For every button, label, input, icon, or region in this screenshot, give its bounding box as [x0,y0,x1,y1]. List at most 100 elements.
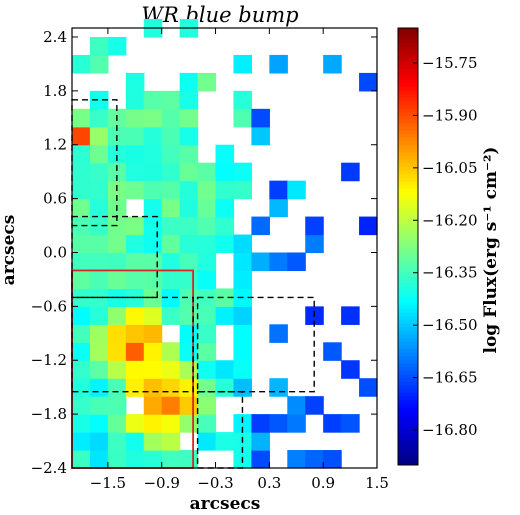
colorbar-segment [398,122,418,127]
heatmap-pixel [161,414,181,433]
heatmap-pixel [143,324,163,343]
heatmap-pixel [143,126,163,146]
colorbar-segment [398,210,418,215]
heatmap-pixel [179,108,199,128]
y-tick-label: 0.6 [43,190,67,208]
colorbar-segment [398,337,418,342]
colorbar-segment [398,403,418,408]
heatmap-pixel [143,432,163,451]
colorbar-segment [398,159,418,164]
heatmap-pixel [143,90,163,110]
heatmap-pixel [89,234,109,254]
colorbar-segment [398,435,418,441]
heatmap-pixel [341,414,360,433]
heatmap-pixel [197,324,217,343]
colorbar-segment [398,115,418,120]
colorbar-segment [398,326,418,331]
heatmap-pixel [125,360,145,379]
colorbar-segment [398,428,418,433]
heatmap-pixel [179,144,199,164]
heatmap-pixel [179,306,199,325]
colorbar-segment [398,126,418,131]
heatmap-pixel [197,198,217,218]
heatmap-pixel [179,252,199,272]
heatmap-pixel [107,360,127,379]
heatmap-pixel [72,126,91,146]
heatmap-pixel [197,270,217,290]
heatmap-pixel [72,378,91,397]
colorbar-segment [398,312,418,317]
heatmap-pixel [215,306,235,325]
heatmap-pixel [179,450,199,469]
heatmap-pixel [161,396,181,415]
colorbar-segment [398,213,418,218]
heatmap-pixel [323,54,342,74]
heatmap-pixel [107,432,127,451]
heatmap-pixel [72,324,91,343]
colorbar-segment [398,188,418,193]
heatmap-pixel [107,162,127,182]
heatmap-pixel [89,396,109,415]
colorbar-segment [398,57,418,62]
heatmap-pixel [197,180,217,200]
heatmap-pixel [125,72,145,92]
heatmap-pixel [323,414,342,433]
heatmap-pixel [107,270,127,290]
colorbar-segment [398,148,418,153]
colorbar-segment [398,28,418,33]
heatmap-pixel [179,342,199,361]
heatmap-pixel [72,360,91,379]
heatmap-pixel [341,360,360,379]
colorbar-segment [398,155,418,160]
heatmap-pixel [341,162,360,182]
colorbar-label: log Flux(erg s⁻¹ cm⁻²) [481,147,501,354]
heatmap-pixel [125,414,145,433]
colorbar-segment [398,417,418,422]
heatmap-pixel [359,378,378,397]
heatmap-pixel [251,414,270,433]
heatmap-pixel [233,54,253,74]
colorbar-segment [398,68,418,73]
colorbar-segment [398,304,418,309]
colorbar-tick-label: −15.90 [422,106,478,124]
heatmap-pixel [359,216,378,236]
heatmap-pixel [89,144,109,164]
colorbar-segment [398,71,418,76]
heatmap-pixel [143,378,163,397]
aperture-dashed [196,296,315,393]
heatmap-pixel [161,216,181,236]
colorbar-segment [398,170,418,175]
heatmap-pixel [72,396,91,415]
heatmap-pixel [125,162,145,182]
colorbar-segment [398,202,418,207]
heatmap-pixel [359,72,378,92]
heatmap-pixel [179,360,199,379]
heatmap-pixel [323,342,342,361]
colorbar-segment [398,239,418,244]
colorbar-segment [398,352,418,357]
colorbar-segment [398,373,418,379]
colorbar-tick-label: −16.20 [422,211,478,229]
heatmap-pixel [143,306,163,325]
colorbar-segment [398,268,418,273]
x-axis-ticks: −1.5 −0.9 −0.3 0.3 0.9 1.5 [90,28,389,492]
heatmap-pixel [215,378,235,397]
heatmap-pixel [215,198,235,218]
x-axis-label: arcsecs [190,494,261,514]
heatmap-pixel [179,270,199,290]
colorbar-segment [398,231,418,237]
heatmap-pixel [89,414,109,433]
heatmap-pixel [143,162,163,182]
heatmap-pixel [179,162,199,182]
heatmap-pixel [143,450,163,469]
heatmap-pixel [89,198,109,218]
colorbar-segment [398,381,418,386]
heatmap-pixel [125,180,145,200]
y-tick-label: −0.6 [31,297,67,315]
heatmap-pixel [341,306,360,325]
aperture-dashed [71,99,118,227]
colorbar-tick-label: −16.50 [422,316,478,334]
colorbar-segment [398,308,418,313]
heatmap-pixel [179,180,199,200]
